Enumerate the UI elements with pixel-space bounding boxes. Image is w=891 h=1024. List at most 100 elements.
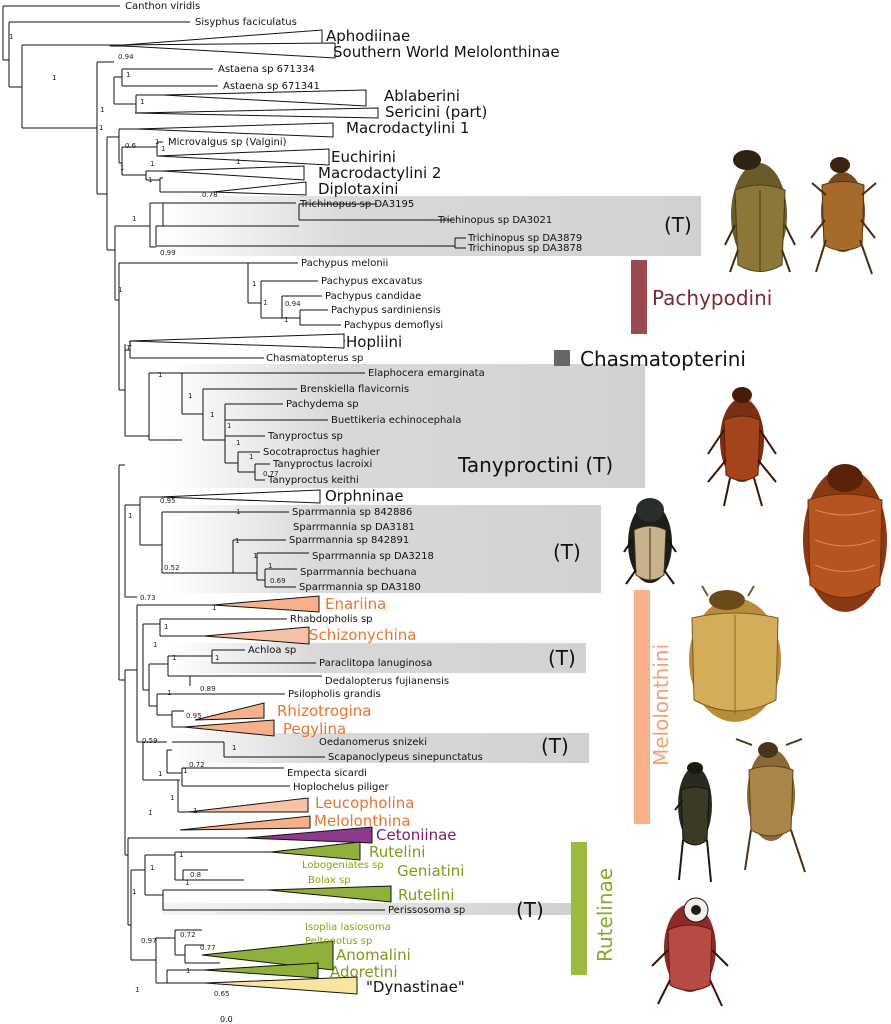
support-value: 1 [172, 654, 176, 662]
clade-macrodactylini-1: Macrodactylini 1 [346, 119, 469, 137]
clade-leucopholina: Leucopholina [315, 794, 415, 812]
triangle-anomalini [201, 940, 334, 971]
support-value: 1 [164, 623, 168, 631]
support-value: 1 [284, 316, 288, 324]
tip-astaena-1: Astaena sp 671334 [218, 64, 315, 75]
support-value: 0.8 [190, 871, 201, 879]
clade-ablaberini: Ablaberini [384, 87, 460, 105]
tip-brenskiella: Brenskiella flavicornis [300, 384, 409, 395]
triangle-pegylina [183, 719, 275, 737]
tip-trichinopus-2: Trichinopus sp DA3021 [437, 215, 552, 226]
box-achloa [170, 643, 586, 673]
triangle-diplotaxini [212, 181, 307, 196]
tip-tanyproctus-keithi: Tanyproctus keithi [267, 475, 359, 486]
support-value: 1 [212, 604, 216, 612]
support-value: 0.6 [125, 142, 137, 150]
support-value: 1 [132, 215, 136, 223]
support-value: 1 [236, 508, 240, 516]
support-value: 0.94 [118, 53, 134, 61]
support-value: 0.78 [202, 191, 218, 199]
support-value: 1 [118, 286, 122, 294]
tip-bolax: Bolax sp [308, 875, 351, 886]
support-value: 0.95 [160, 497, 176, 505]
tip-trichinopus-1: Trichinopus sp DA3195 [299, 199, 414, 210]
beetle-photo-5 [623, 498, 677, 585]
tip-peltonotus: Peltonotus sp [305, 936, 372, 947]
clade-rhizotrogina: Rhizotrogina [277, 702, 371, 720]
triangle-euchirini [157, 148, 330, 166]
clade-orphninae: Orphninae [325, 487, 404, 505]
support-value: 1 [253, 552, 257, 560]
support-value: 0.99 [160, 249, 176, 257]
clade-anomalini: Anomalini [336, 946, 411, 964]
triangle-hopliini [129, 333, 345, 349]
beetle-photo-9 [651, 897, 729, 1007]
triangle-dynastinae [204, 976, 358, 995]
tip-empecta: Empecta sicardi [287, 768, 367, 779]
beetle-photo-6 [689, 585, 781, 722]
support-value: 1 [158, 770, 162, 778]
support-value: 1 [126, 71, 130, 79]
support-value: 1 [236, 439, 240, 447]
support-value: 1 [132, 888, 136, 896]
triangle-cetoniinae [244, 826, 373, 844]
clade-schizonychina: Schizonychina [309, 626, 417, 644]
box-tanyproctini [165, 364, 645, 488]
tip-hoplochelus: Hoplochelus piliger [293, 782, 390, 793]
tip-psilopholis: Psilopholis grandis [288, 689, 381, 700]
box-sparrmannia [165, 505, 601, 593]
support-value: 1 [148, 809, 152, 817]
support-value: 1 [9, 33, 13, 41]
clade-adoretini: Adoretini [330, 963, 398, 981]
clade-cetoniinae: Cetoniinae [376, 826, 457, 844]
triangle-sericini [134, 107, 379, 119]
support-value: 1 [188, 392, 192, 400]
tip-pachypus-2: Pachypus excavatus [321, 276, 422, 287]
t-marker-perissosoma: (T) [516, 898, 544, 922]
support-value: 1 [185, 879, 189, 887]
triangle-rutelini-2 [267, 885, 392, 903]
pachypodini-bar [631, 260, 647, 334]
clade-pegylina: Pegylina [283, 720, 346, 738]
support-value: 1 [153, 641, 157, 649]
rutelinae-label: Rutelinae [593, 868, 617, 962]
beetle-photo-1 [724, 150, 796, 273]
beetle-photo-8 [735, 738, 806, 873]
tip-oedanomerus: Oedanomerus snizeki [319, 737, 427, 748]
tip-rhabdopholis: Rhabdopholis sp [290, 614, 373, 625]
clade-geniatini: Geniatini [397, 862, 464, 880]
tanyproctini-label: Tanyproctini (T) [457, 453, 613, 477]
t-marker-sparrmannia: (T) [553, 540, 581, 564]
tip-scapanoclypeus: Scapanoclypeus sinepunctatus [328, 752, 483, 763]
tip-lobogeniates: Lobogeniates sp [302, 860, 384, 871]
tip-pachypus-5: Pachypus demoflysi [344, 320, 443, 331]
support-value: 1 [227, 422, 231, 430]
tip-isoplia: Isoplia lasiosoma [305, 922, 391, 933]
tip-pachydema: Pachydema sp [286, 399, 359, 410]
tip-astaena-2: Astaena sp 671341 [223, 81, 320, 92]
support-value: 0.77 [263, 470, 279, 478]
tip-chasmatopterus: Chasmatopterus sp [266, 353, 363, 364]
triangle-ablaberini [162, 89, 367, 107]
support-value: 1 [210, 411, 214, 419]
tip-tanyproctus-lacroixi: Tanyproctus lacroixi [272, 459, 372, 470]
tip-sparrmannia-2: Sparrmannia sp DA3181 [293, 522, 415, 533]
support-value: 1 [263, 299, 267, 307]
tip-dedalopterus: Dedalopterus fujianensis [325, 676, 449, 687]
tip-labels: Canthon viridis Sisyphus faciculatus Ast… [125, 1, 582, 947]
support-value: 1 [235, 537, 239, 545]
triangle-southern-world [107, 42, 336, 59]
support-value: 1 [150, 160, 154, 168]
scale-label: 0.0 [220, 1015, 233, 1024]
tip-achloa: Achloa sp [248, 645, 296, 656]
tip-sparrmannia-5: Sparrmannia bechuana [300, 567, 417, 578]
support-value: 1 [128, 512, 132, 520]
beetle-photo-4 [803, 464, 887, 612]
collapsed-clades [107, 29, 392, 995]
clade-southern-world: Southern World Melolonthinae [333, 43, 560, 61]
support-value: 1 [167, 689, 171, 697]
tip-sisyphus: Sisyphus faciculatus [195, 17, 297, 28]
triangle-schizonychina [203, 626, 310, 645]
support-value: 1 [100, 106, 104, 114]
